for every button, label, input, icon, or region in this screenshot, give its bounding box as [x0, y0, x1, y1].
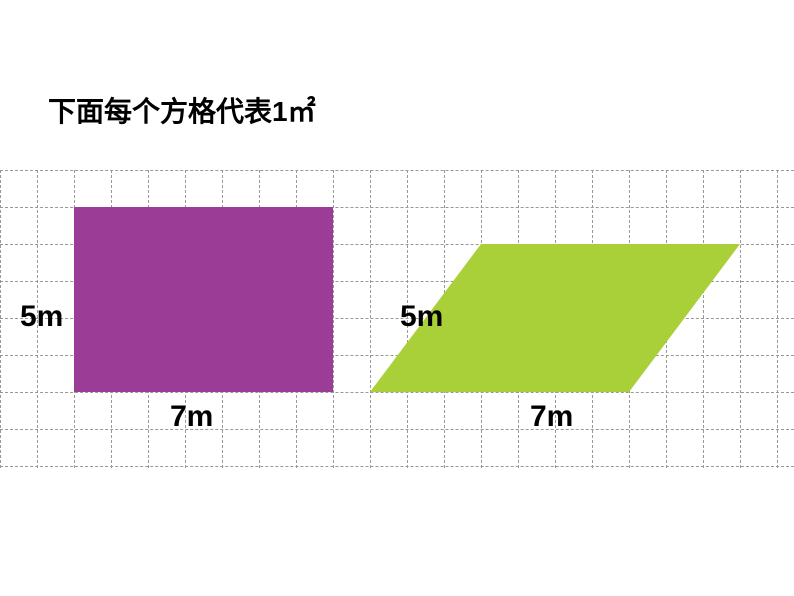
- rectangle-width-label: 7m: [170, 400, 213, 434]
- grid-line-horizontal: [0, 392, 794, 393]
- parallelogram-width-label: 7m: [530, 400, 573, 434]
- grid-line-vertical: [777, 170, 778, 468]
- grid-line-vertical: [740, 170, 741, 468]
- grid-line-horizontal: [0, 170, 794, 171]
- page-title: 下面每个方格代表1㎡: [48, 90, 316, 130]
- rectangle-height-label: 5m: [20, 300, 63, 334]
- grid-line-horizontal: [0, 429, 794, 430]
- grid-line-vertical: [333, 170, 334, 468]
- rectangle-shape: [74, 207, 333, 392]
- grid-line-horizontal: [0, 466, 794, 467]
- grid-line-vertical: [0, 170, 1, 468]
- parallelogram-height-label: 5m: [400, 300, 443, 334]
